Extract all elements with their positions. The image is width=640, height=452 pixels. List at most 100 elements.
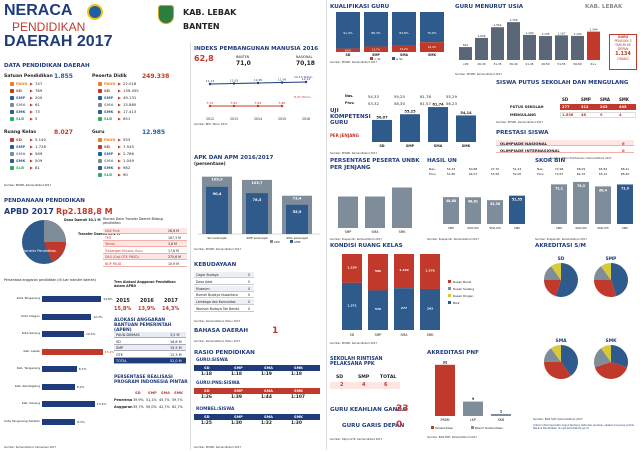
apk-value: 109,9 <box>211 178 223 182</box>
akred-title: AKREDITASI S/M <box>535 243 586 249</box>
usia-value: 1.794 <box>509 18 517 22</box>
akred-note: Untuk informasi lebih lanjut tentang dat… <box>533 424 634 430</box>
guru-icon-smk <box>98 166 102 170</box>
akred-slice <box>594 280 617 297</box>
putus-cell: MENGULANG <box>510 113 536 117</box>
apbd-label: APBD 2017 <box>4 207 54 216</box>
pie-slice-dana-daerah <box>44 220 66 242</box>
unbk-bar-chart: SMP SMA SMK <box>338 187 412 234</box>
kual-cat: SMP <box>372 53 380 57</box>
usia-cat: 41-45 <box>525 62 533 66</box>
realisasi-col: SMA <box>161 391 170 395</box>
kondisi-seg <box>420 288 440 330</box>
usia-cat: <26 <box>463 62 469 66</box>
skor-bin-bar <box>617 184 633 224</box>
tren-year: 2015 <box>116 298 130 304</box>
hasil-un-bar <box>443 197 459 224</box>
uji-bar <box>456 115 476 142</box>
rincian-row <box>103 241 187 247</box>
skor-bin-prov-value: 64,76 <box>577 172 586 176</box>
kebud-row <box>194 306 254 312</box>
guru-row-label: PAUD <box>104 137 116 142</box>
akred-slice <box>551 345 561 362</box>
apk-value: 73,4 <box>293 197 302 201</box>
usia-cat: 61+ <box>591 62 598 66</box>
skor-bin-value: 76,5 <box>577 184 585 188</box>
rasio-header-bar <box>194 414 320 420</box>
rasio-value: 1:44 <box>261 395 272 400</box>
satuan-row-label: PAUD <box>16 81 28 86</box>
rasio-value: 1:107 <box>291 395 305 400</box>
kab-label: Kab. Tangerang <box>16 366 40 370</box>
kondisi-cat: SMA <box>401 333 409 337</box>
kebudayaan-title: KEBUDAYAAN <box>194 262 237 268</box>
ipm-point-rls <box>208 104 212 108</box>
alokasi-label: SMP <box>116 346 124 350</box>
title-line3: DAERAH 2017 <box>4 33 113 50</box>
kual-pct-ge: 84,8% <box>399 31 409 35</box>
skor-bin-bar <box>551 184 567 224</box>
usia-value: 1.190 <box>525 31 533 35</box>
satuan-icon-paud <box>10 82 14 86</box>
alokasi-row <box>114 332 186 338</box>
apk-bar-chart: 109,9 90,4 SD sederajat 103,7 78,3 SMP sedera… <box>198 176 320 244</box>
satuan-total: 1.855 <box>54 73 73 80</box>
kual-bar-ge-s1 <box>420 12 444 43</box>
ipm-point-hls <box>232 82 236 85</box>
rasio-value: 1:30 <box>291 421 302 426</box>
kebud-label: Desa Adat <box>196 279 213 284</box>
akred-slice <box>601 345 611 362</box>
satuan-label: Satuan Pendidikan <box>4 74 53 79</box>
unbk-cat: SMP <box>345 230 352 234</box>
usia-kab: KAB. LEBAK <box>585 4 623 10</box>
skor-bin-prov-value: 63,12 <box>599 172 608 176</box>
kebud-value: 0 <box>248 293 251 298</box>
kab-bar <box>42 418 76 425</box>
satuan-row-label: SMK <box>16 109 26 114</box>
hasil-un-cat: SMK <box>514 226 520 230</box>
pnf-title: AKREDITASI PNF <box>427 350 479 356</box>
ruang-row-value: 5.140 <box>35 137 46 142</box>
rasio-value: 1:30 <box>231 421 242 426</box>
realisasi-cell: 39,7% <box>133 405 144 409</box>
kab-label: Kota Serang <box>21 331 40 335</box>
kondisi-seg <box>368 254 388 291</box>
kondisi-title: KONDISI RUANG KELAS <box>330 243 403 249</box>
kual-bar-ge-s1 <box>336 12 360 49</box>
kebud-value: 0 <box>248 273 251 277</box>
satuan-icon-smp <box>10 96 14 100</box>
ipm-label-hls: 11,65 <box>254 78 263 82</box>
apm-bar <box>206 186 228 234</box>
peserta-row-label: SD <box>104 88 110 93</box>
ipm-source: Sumber: BPS, Tahun 2017 <box>194 123 228 126</box>
ruang-row-value: 509 <box>35 158 43 163</box>
ipm-year: 2013 <box>230 117 238 121</box>
usia-value: 1.135 <box>541 32 549 36</box>
putus-cell: 405 <box>619 105 627 109</box>
hasil-un-value: 43,36 <box>490 202 501 206</box>
ipm-banten-label: BANTEN <box>236 55 250 59</box>
header: NERACA PENDIDIKAN DAERAH 2017 KAB. LEBAK… <box>0 0 236 56</box>
guru-total: 12.985 <box>142 129 166 136</box>
putus-title: SISWA PUTUS SEKOLAH DAN MENGULANG <box>496 80 629 86</box>
guru-icon-slb <box>98 173 102 177</box>
guru-row-label: SD <box>104 144 110 149</box>
uji-prov-value: 58,30 <box>394 101 405 106</box>
kual-bar-ge-s1 <box>392 12 416 46</box>
satuan-row-value: 5 <box>35 116 38 121</box>
rasio-col: SD <box>204 415 210 419</box>
ruang-total: 8.027 <box>54 129 73 136</box>
usia-bar <box>555 35 568 60</box>
ruang-icon-smk <box>10 159 14 163</box>
kebud-row <box>194 299 254 306</box>
ruang-icon-sd <box>10 138 14 142</box>
peserta-row-label: SLB <box>104 116 113 121</box>
kab-bar-value: 10,5% <box>86 332 96 336</box>
tren-value: 13,9% <box>138 306 156 312</box>
usia-cat: 51-55 <box>557 62 565 66</box>
peserta-arrow-icon: ▶ <box>118 109 121 114</box>
kual-cat: SMK <box>428 53 436 57</box>
usia-bar <box>571 35 584 60</box>
ipm-point-hls <box>256 81 260 85</box>
kab-label: Kota Tangerang Selatan <box>4 418 40 423</box>
